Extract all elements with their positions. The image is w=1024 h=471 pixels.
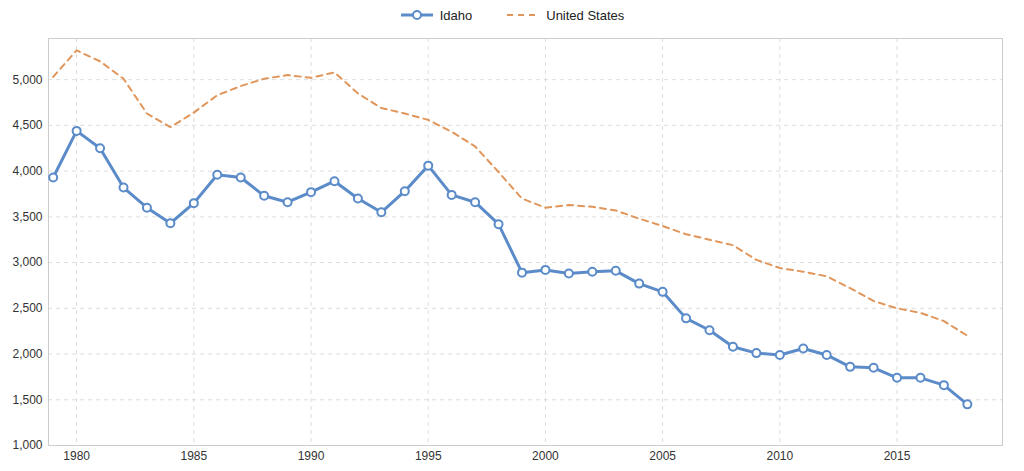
svg-text:1995: 1995	[415, 449, 442, 463]
svg-text:4,000: 4,000	[12, 164, 42, 178]
svg-text:2,500: 2,500	[12, 301, 42, 315]
html-text:Idaho: Idaho	[439, 7, 473, 23]
svg-text:3,500: 3,500	[12, 210, 42, 224]
svg-text:2015: 2015	[884, 449, 911, 463]
svg-text:1985: 1985	[180, 449, 207, 463]
svg-text:2,000: 2,000	[12, 347, 42, 361]
svg-text:4,500: 4,500	[12, 118, 42, 132]
svg-text:3,000: 3,000	[12, 255, 42, 269]
svg-text:1,500: 1,500	[12, 393, 42, 407]
svg-text:5,000: 5,000	[12, 72, 42, 86]
svg-text:1,000: 1,000	[12, 438, 42, 452]
svg-text:2010: 2010	[766, 449, 793, 463]
html-text:United States: United States	[546, 7, 625, 23]
svg-text:2005: 2005	[649, 449, 676, 463]
svg-text:1980: 1980	[63, 449, 90, 463]
svg-text:2000: 2000	[532, 449, 559, 463]
svg-text:1990: 1990	[298, 449, 325, 463]
